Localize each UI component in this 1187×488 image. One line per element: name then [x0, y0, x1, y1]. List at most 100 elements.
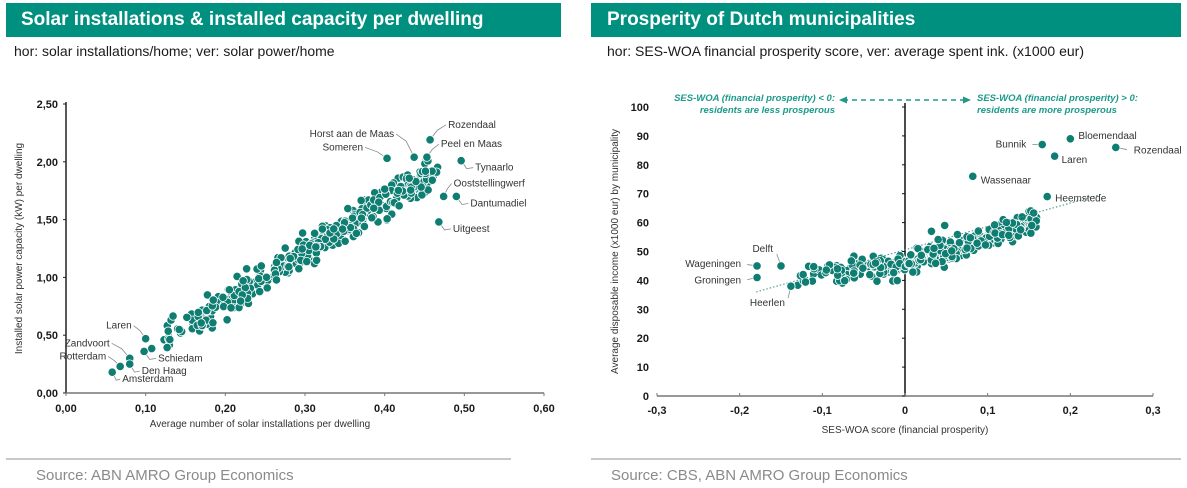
- data-point: [343, 203, 353, 214]
- annotation-right-line2: residents are more prosperous: [977, 105, 1117, 116]
- point-label: Uitgeest: [453, 224, 490, 235]
- data-point: [356, 213, 367, 223]
- x-tick-label: 0,20: [215, 403, 236, 415]
- data-point: [297, 244, 307, 254]
- y-tick-label: 50: [637, 247, 649, 259]
- data-point: [280, 243, 290, 253]
- labeled-data-point: [139, 346, 149, 356]
- point-label: Wassenaar: [981, 175, 1032, 186]
- data-point: [311, 242, 321, 252]
- point-label: Heemstede: [1055, 194, 1107, 205]
- x-tick-label: 0,10: [135, 403, 156, 415]
- point-label: Heerlen: [750, 298, 785, 309]
- left-chart-panel: Solar installations & installed capacity…: [0, 0, 575, 488]
- right-chart-title: Prosperity of Dutch municipalities: [591, 3, 1181, 37]
- data-point: [226, 303, 236, 313]
- labeled-data-point: [1037, 139, 1047, 150]
- x-tick-label: 0,50: [454, 403, 475, 415]
- data-point: [904, 258, 914, 269]
- point-label: Bunnik: [996, 140, 1028, 151]
- data-point: [196, 318, 206, 328]
- point-label: Wageningen: [685, 259, 741, 270]
- data-point: [262, 283, 272, 293]
- left-chart-subtitle: hor: solar installations/home; ver: sola…: [14, 43, 335, 59]
- data-point: [193, 307, 203, 317]
- point-label: Amsterdam: [122, 374, 173, 385]
- data-point: [222, 315, 232, 325]
- x-tick-label: 0,40: [374, 403, 395, 415]
- data-point: [821, 265, 831, 275]
- point-label: Zandvoort: [65, 338, 110, 349]
- y-axis-title: Average disposable income (x1000 eur) by…: [610, 129, 621, 374]
- left-chart-title: Solar installations & installed capacity…: [6, 3, 561, 37]
- arrow-left-head: [839, 96, 847, 104]
- data-point: [406, 185, 416, 195]
- y-axis-title: Installed solar power capacity (kW) per …: [14, 143, 25, 354]
- data-point: [990, 220, 1000, 230]
- point-label: Den Haag: [142, 366, 187, 377]
- data-point: [933, 235, 943, 245]
- data-point: [255, 286, 265, 297]
- data-point: [261, 272, 272, 282]
- point-label: Rotterdam: [59, 351, 106, 362]
- point-label: Laren: [106, 321, 132, 332]
- x-tick-label: 0,30: [294, 403, 315, 415]
- point-label: Dantumadiel: [470, 198, 526, 209]
- point-label: Someren: [322, 142, 363, 153]
- labeled-data-point: [125, 359, 135, 369]
- data-point: [931, 258, 941, 268]
- data-point: [271, 257, 282, 268]
- data-point: [337, 224, 348, 234]
- point-label: Rozendaal: [1134, 145, 1182, 156]
- labeled-data-point: [425, 135, 435, 145]
- labeled-data-point: [456, 156, 466, 166]
- data-point: [940, 220, 950, 231]
- y-tick-label: 1,00: [37, 272, 58, 284]
- data-point: [340, 236, 350, 246]
- point-label: Rozendaal: [448, 120, 496, 131]
- data-point: [224, 285, 234, 295]
- labeled-data-point: [1042, 191, 1052, 202]
- x-tick-label: -0,1: [813, 405, 832, 417]
- labeled-data-point: [752, 272, 762, 283]
- labeled-data-point: [1111, 142, 1121, 153]
- labeled-data-point: [776, 261, 786, 271]
- y-tick-label: 40: [637, 275, 649, 287]
- data-point: [329, 224, 339, 234]
- data-point: [1004, 230, 1014, 240]
- labeled-data-point: [451, 191, 461, 202]
- data-point: [311, 255, 322, 265]
- y-tick-label: 90: [637, 131, 649, 143]
- data-point: [242, 264, 252, 274]
- y-tick-label: 80: [637, 160, 649, 172]
- x-tick-label: 0: [902, 405, 908, 417]
- labeled-data-point: [409, 152, 419, 162]
- data-point: [965, 233, 975, 243]
- data-point: [310, 228, 320, 238]
- x-tick-label: -0,3: [648, 405, 667, 417]
- data-point: [1026, 228, 1036, 238]
- data-point: [174, 324, 184, 335]
- data-point: [254, 274, 264, 284]
- y-tick-label: 30: [637, 304, 649, 316]
- data-point: [302, 256, 312, 267]
- data-point: [980, 240, 991, 250]
- y-tick-label: 10: [637, 362, 649, 374]
- data-point: [298, 228, 308, 238]
- prosperity-scatter-chart: 0 10 20 30 40 50 60 70 80 90 100 -0,3 -0,2 -0,1 0 0,1 0,…: [610, 93, 1182, 436]
- data-point: [208, 295, 218, 305]
- data-point: [809, 262, 819, 272]
- data-point: [202, 290, 213, 300]
- labeled-data-point: [786, 281, 796, 291]
- data-point: [840, 276, 850, 286]
- data-point: [380, 184, 390, 194]
- x-axis-title: SES-WOA score (financial prosperity): [822, 425, 989, 436]
- labeled-data-point: [968, 171, 978, 181]
- data-point: [147, 343, 157, 354]
- leader-line: [395, 133, 415, 158]
- x-axis-title: Average number of solar installations pe…: [150, 419, 371, 430]
- right-chart-subtitle: hor: SES-WOA financial prosperity score,…: [607, 43, 1084, 59]
- labeled-data-point: [115, 361, 125, 372]
- annotation-left-line2: residents are less prosperous: [700, 105, 835, 116]
- data-point: [369, 203, 379, 213]
